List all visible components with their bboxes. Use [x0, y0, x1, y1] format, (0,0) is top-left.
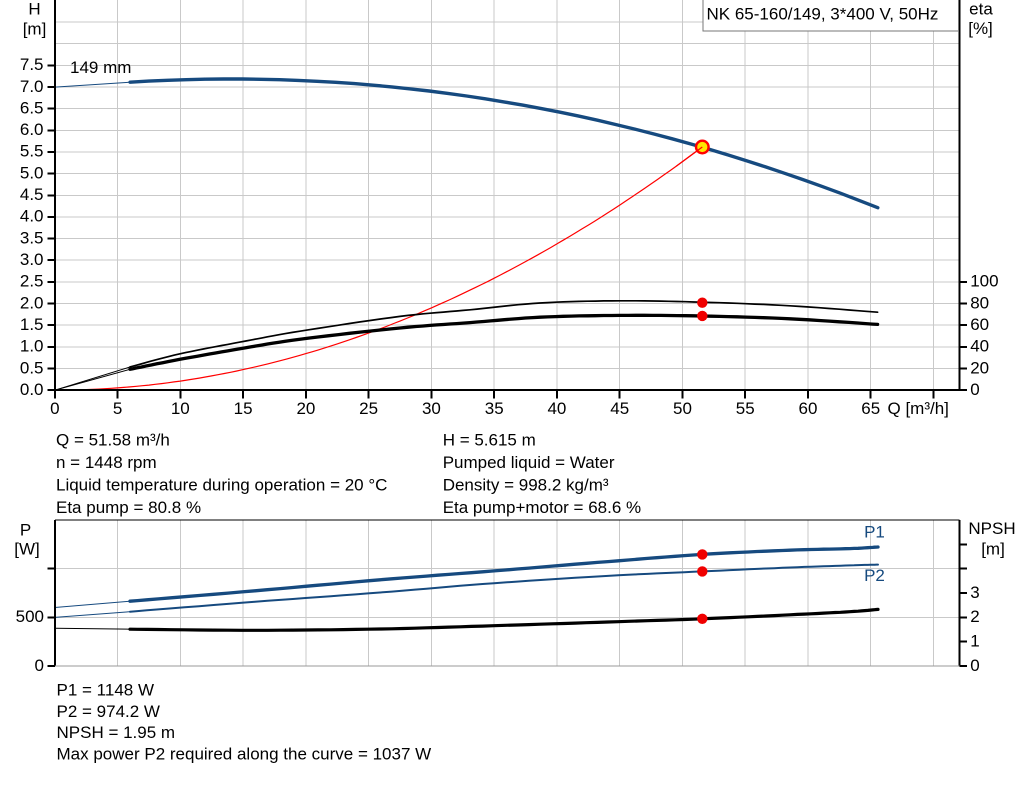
svg-text:0.0: 0.0	[20, 380, 44, 399]
svg-text:149 mm: 149 mm	[70, 58, 131, 77]
svg-text:0: 0	[50, 399, 59, 418]
svg-text:5: 5	[113, 399, 122, 418]
svg-text:NPSH: NPSH	[968, 519, 1015, 538]
svg-text:Q [m³/h]: Q [m³/h]	[888, 399, 949, 418]
svg-text:Eta pump = 80.8 %: Eta pump = 80.8 %	[56, 498, 201, 517]
svg-text:[m]: [m]	[23, 20, 47, 39]
svg-text:3: 3	[970, 583, 979, 602]
svg-text:NPSH = 1.95 m: NPSH = 1.95 m	[57, 723, 176, 742]
svg-text:2.0: 2.0	[20, 293, 44, 312]
svg-text:H: H	[28, 0, 40, 18]
svg-text:30: 30	[422, 399, 441, 418]
svg-text:P2: P2	[864, 566, 885, 585]
svg-text:55: 55	[736, 399, 755, 418]
svg-text:20: 20	[296, 399, 315, 418]
svg-text:7.0: 7.0	[20, 77, 44, 96]
svg-text:3.5: 3.5	[20, 228, 44, 247]
svg-text:0: 0	[970, 656, 979, 675]
svg-text:15: 15	[234, 399, 253, 418]
svg-text:25: 25	[359, 399, 378, 418]
svg-text:H = 5.615 m: H = 5.615 m	[443, 431, 536, 450]
svg-text:65: 65	[861, 399, 880, 418]
svg-text:Q = 51.58 m³/h: Q = 51.58 m³/h	[56, 431, 170, 450]
svg-text:Density = 998.2 kg/m³: Density = 998.2 kg/m³	[443, 476, 609, 495]
svg-text:P: P	[20, 520, 31, 539]
svg-text:45: 45	[610, 399, 629, 418]
svg-text:0: 0	[970, 380, 979, 399]
svg-text:7.5: 7.5	[20, 55, 44, 74]
svg-text:Eta pump+motor = 68.6 %: Eta pump+motor = 68.6 %	[443, 498, 641, 517]
svg-text:P1: P1	[864, 523, 885, 542]
svg-text:[W]: [W]	[14, 540, 40, 559]
svg-text:6.0: 6.0	[20, 120, 44, 139]
svg-text:5.0: 5.0	[20, 163, 44, 182]
svg-text:NK 65-160/149, 3*400 V, 50Hz: NK 65-160/149, 3*400 V, 50Hz	[707, 4, 939, 23]
svg-text:20: 20	[970, 358, 989, 377]
svg-text:P2 = 974.2 W: P2 = 974.2 W	[57, 702, 160, 721]
svg-text:0.5: 0.5	[20, 358, 44, 377]
svg-text:60: 60	[970, 315, 989, 334]
svg-text:40: 40	[970, 337, 989, 356]
svg-text:10: 10	[171, 399, 190, 418]
svg-text:2: 2	[970, 607, 979, 626]
svg-text:80: 80	[970, 293, 989, 312]
svg-text:0: 0	[35, 656, 44, 675]
svg-text:50: 50	[673, 399, 692, 418]
svg-text:Liquid temperature during oper: Liquid temperature during operation = 20…	[56, 476, 387, 495]
svg-text:40: 40	[547, 399, 566, 418]
svg-text:4.0: 4.0	[20, 207, 44, 226]
svg-text:500: 500	[16, 607, 44, 626]
svg-text:4.5: 4.5	[20, 185, 44, 204]
svg-text:1: 1	[970, 632, 979, 651]
svg-text:100: 100	[970, 272, 998, 291]
svg-text:35: 35	[485, 399, 504, 418]
svg-text:n = 1448 rpm: n = 1448 rpm	[56, 453, 157, 472]
svg-text:Pumped liquid = Water: Pumped liquid = Water	[443, 453, 615, 472]
svg-text:60: 60	[799, 399, 818, 418]
svg-text:6.5: 6.5	[20, 98, 44, 117]
svg-text:[m]: [m]	[981, 540, 1005, 559]
svg-text:1.5: 1.5	[20, 315, 44, 334]
svg-text:Max power P2 required along th: Max power P2 required along the curve = …	[57, 744, 432, 763]
svg-text:2.5: 2.5	[20, 272, 44, 291]
svg-text:1.0: 1.0	[20, 337, 44, 356]
svg-text:[%]: [%]	[968, 19, 993, 38]
svg-text:5.5: 5.5	[20, 142, 44, 161]
svg-text:P1 = 1148 W: P1 = 1148 W	[57, 681, 155, 700]
svg-text:eta: eta	[969, 0, 993, 18]
svg-text:3.0: 3.0	[20, 250, 44, 269]
